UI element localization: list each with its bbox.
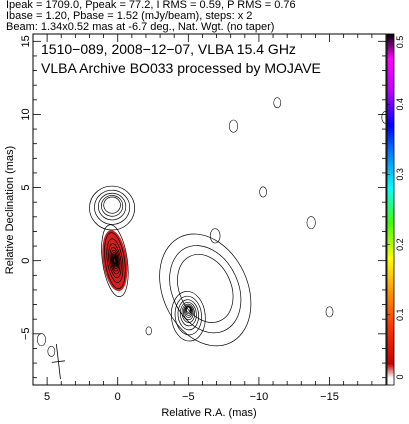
axes-layer: 5 0 −5 −10 −15 −5 0 5 10 15 bbox=[20, 34, 387, 403]
core-contour-3 bbox=[106, 238, 124, 283]
core-contour-7 bbox=[111, 252, 119, 270]
jet-knot-1-contour-3 bbox=[97, 192, 127, 221]
colorbar-tick-label: 0.1 bbox=[395, 309, 405, 322]
x-tick-label: −10 bbox=[250, 391, 269, 403]
colorbar-tick-label: 0.4 bbox=[395, 98, 405, 111]
core-contour-1 bbox=[101, 224, 129, 297]
colorbar-tick-label: 0.3 bbox=[395, 168, 405, 181]
colorbar-tick-label: 0 bbox=[395, 374, 405, 379]
jet-knot-2-contour-1 bbox=[170, 291, 206, 342]
y-tick-label: 5 bbox=[20, 185, 32, 191]
header-line-3: Beam: 1.34x0.52 mas at -6.7 deg., Nat. W… bbox=[6, 21, 275, 33]
header-line-1: Ipeak = 1709.0, Ppeak = 77.2, I RMS = 0.… bbox=[6, 0, 296, 11]
noise-contour-3 bbox=[228, 119, 239, 133]
jet-knot-1-contour-5 bbox=[103, 196, 121, 214]
y-tick-label: 15 bbox=[20, 35, 32, 47]
y-tick-label: 0 bbox=[20, 258, 32, 264]
jet-knot-2-contour-3 bbox=[177, 299, 200, 331]
colorbar-labels: 0 0.1 0.2 0.3 0.4 0.5 bbox=[387, 33, 405, 386]
core-contour-6 bbox=[110, 249, 120, 272]
x-tick-label: −5 bbox=[182, 391, 195, 403]
core-contour-5 bbox=[109, 247, 121, 275]
jet-knot-2-contour-4 bbox=[179, 301, 197, 327]
noise-contour-1 bbox=[209, 228, 221, 244]
noise-contour-9 bbox=[47, 345, 56, 357]
core-contour-9 bbox=[112, 255, 118, 266]
x-tick-label: 0 bbox=[115, 391, 121, 403]
core-contour-8 bbox=[112, 254, 118, 268]
header-line-2: Ibase = 1.20, Pbase = 1.52 (mJy/beam), s… bbox=[6, 10, 253, 22]
colorbar-tick-label: 0.5 bbox=[395, 36, 405, 49]
jet-knot-2-contour-10 bbox=[186, 306, 191, 313]
plot-frame bbox=[32, 33, 387, 386]
core-contour-2 bbox=[104, 232, 126, 290]
polarization-patch bbox=[102, 230, 128, 292]
x-tick-label: 5 bbox=[44, 391, 50, 403]
overlay-title-line-1: 1510−089, 2008−12−07, VLBA 15.4 GHz bbox=[41, 41, 296, 57]
jet-knot-2-contour-2 bbox=[174, 295, 202, 336]
noise-contour-8 bbox=[36, 333, 47, 347]
jet-knot-1-contour-2 bbox=[94, 189, 131, 225]
core-contour-4 bbox=[108, 243, 122, 279]
overlay-title-line-2: VLBA Archive BO033 processed by MOJAVE bbox=[41, 60, 321, 76]
extended-emission-contour-1 bbox=[159, 233, 252, 347]
beam-minor-axis bbox=[51, 360, 66, 363]
x-tick-label: −15 bbox=[320, 391, 339, 403]
y-tick-label: 10 bbox=[20, 108, 32, 120]
jet-knot-2-contour-6 bbox=[183, 305, 194, 321]
x-axis-label: Relative R.A. (mas) bbox=[161, 407, 256, 419]
jet-knot-1-contour-1 bbox=[89, 185, 136, 231]
noise-contour-10 bbox=[145, 326, 152, 336]
noise-contour-2 bbox=[273, 97, 282, 109]
data-layer bbox=[36, 97, 391, 380]
jet-knot-1-contour-4 bbox=[101, 195, 124, 217]
colorbar-tick-label: 0.2 bbox=[395, 238, 405, 251]
extended-emission-contour-3 bbox=[177, 254, 234, 323]
extended-emission-contour-2 bbox=[169, 245, 242, 334]
noise-contour-6 bbox=[325, 306, 334, 318]
noise-contour-4 bbox=[306, 216, 316, 230]
colorbar bbox=[386, 33, 395, 386]
core-contour-12 bbox=[113, 257, 117, 264]
y-tick-label: −5 bbox=[20, 328, 32, 341]
noise-contour-5 bbox=[259, 186, 267, 198]
jet-knot-2-contour-7 bbox=[184, 305, 193, 318]
y-axis-label: Relative Declination (mas) bbox=[4, 146, 16, 274]
